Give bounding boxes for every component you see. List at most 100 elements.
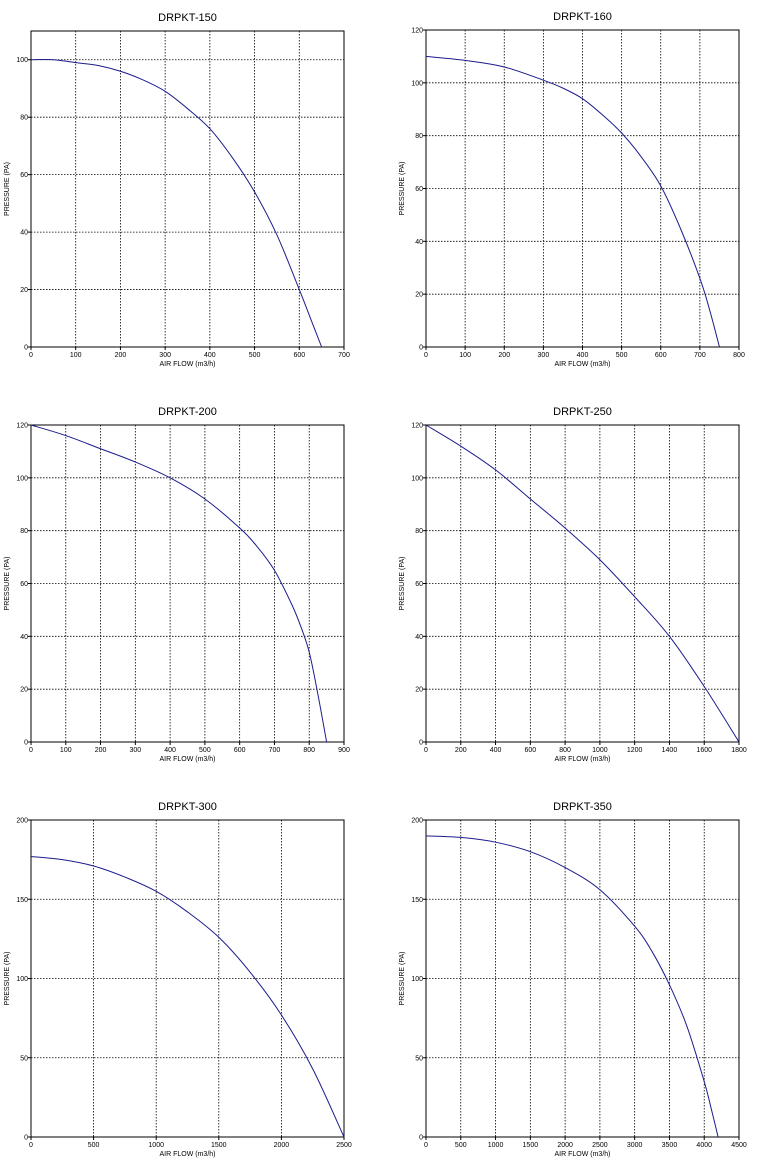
y-axis-label: PRESSURE (PA) (399, 557, 406, 611)
x-tick-label: 4500 (731, 1142, 747, 1149)
x-tick-label: 800 (303, 747, 315, 754)
y-tick-label: 20 (20, 687, 28, 694)
x-axis-label: AIR FLOW (m3/h) (159, 361, 215, 368)
x-tick-label: 300 (159, 352, 171, 359)
x-tick-label: 300 (129, 747, 141, 754)
x-tick-label: 0 (424, 1142, 428, 1149)
x-tick-label: 500 (249, 352, 261, 359)
x-tick-label: 500 (455, 1142, 467, 1149)
y-tick-label: 150 (411, 897, 423, 904)
x-tick-label: 3500 (662, 1142, 678, 1149)
x-tick-label: 500 (616, 352, 628, 359)
x-tick-label: 400 (490, 747, 502, 754)
y-tick-label: 60 (20, 581, 28, 588)
plot-frame (30, 30, 345, 348)
x-tick-label: 1000 (592, 747, 608, 754)
y-tick-label: 100 (411, 976, 423, 983)
chart-3: 0 100 200 300 400 500 600 700 800 900 0 20 40 60 80 100… (4, 406, 350, 763)
y-tick-label: 0 (419, 740, 423, 747)
x-tick-label: 700 (694, 352, 706, 359)
y-tick-label: 50 (415, 1055, 423, 1062)
x-tick-label: 500 (88, 1142, 100, 1149)
chart-title: DRPKT-200 (158, 406, 217, 418)
x-tick-label: 0 (424, 747, 428, 754)
y-tick-label: 60 (415, 186, 423, 193)
x-tick-label: 600 (655, 352, 667, 359)
x-tick-label: 0 (424, 352, 428, 359)
x-tick-label: 2000 (557, 1142, 573, 1149)
y-tick-label: 80 (415, 133, 423, 140)
y-tick-label: 20 (415, 292, 423, 299)
x-tick-label: 1000 (148, 1142, 164, 1149)
y-tick-label: 150 (16, 897, 28, 904)
series-line (30, 424, 328, 743)
x-tick-label: 800 (559, 747, 571, 754)
x-tick-label: 200 (498, 352, 510, 359)
x-tick-label: 1500 (211, 1142, 227, 1149)
y-tick-label: 200 (411, 818, 423, 825)
x-tick-label: 600 (524, 747, 536, 754)
chart-6: 0 500 1000 1500 2000 2500 3000 3500 4000 4500 0 50 1… (399, 801, 747, 1158)
x-tick-label: 500 (199, 747, 211, 754)
y-tick-label: 80 (20, 528, 28, 535)
x-tick-label: 1200 (627, 747, 643, 754)
x-tick-label: 300 (538, 352, 550, 359)
y-tick-label: 40 (415, 634, 423, 641)
x-tick-label: 700 (269, 747, 281, 754)
y-tick-label: 40 (20, 634, 28, 641)
x-tick-label: 200 (115, 352, 127, 359)
y-axis-label: PRESSURE (PA) (399, 952, 406, 1006)
y-tick-label: 40 (415, 239, 423, 246)
y-tick-label: 100 (16, 976, 28, 983)
x-tick-label: 900 (338, 747, 350, 754)
x-axis-label: AIR FLOW (m3/h) (554, 756, 610, 763)
y-tick-label: 120 (411, 423, 423, 430)
y-tick-label: 100 (411, 475, 423, 482)
x-tick-label: 1600 (696, 747, 712, 754)
y-tick-label: 100 (16, 57, 28, 64)
y-tick-label: 0 (419, 345, 423, 352)
x-tick-label: 1000 (488, 1142, 504, 1149)
x-axis-label: AIR FLOW (m3/h) (159, 756, 215, 763)
x-tick-label: 100 (60, 747, 72, 754)
y-axis-label: PRESSURE (PA) (4, 162, 11, 216)
series-line (425, 55, 720, 348)
series-line (30, 59, 323, 348)
x-axis-label: AIR FLOW (m3/h) (159, 1151, 215, 1158)
x-tick-label: 1500 (523, 1142, 539, 1149)
x-tick-label: 0 (29, 352, 33, 359)
x-tick-label: 2500 (592, 1142, 608, 1149)
y-tick-label: 20 (415, 687, 423, 694)
x-tick-label: 400 (204, 352, 216, 359)
y-tick-label: 80 (20, 115, 28, 122)
series-line (425, 424, 740, 743)
x-tick-label: 600 (234, 747, 246, 754)
y-tick-label: 60 (415, 581, 423, 588)
y-tick-label: 200 (16, 818, 28, 825)
y-tick-label: 40 (20, 230, 28, 237)
y-tick-label: 50 (20, 1055, 28, 1062)
x-tick-label: 200 (455, 747, 467, 754)
y-tick-label: 100 (411, 80, 423, 87)
y-tick-label: 120 (16, 423, 28, 430)
x-tick-label: 2500 (336, 1142, 352, 1149)
x-tick-label: 0 (29, 1142, 33, 1149)
x-tick-label: 400 (164, 747, 176, 754)
x-tick-label: 600 (293, 352, 305, 359)
x-tick-label: 700 (338, 352, 350, 359)
x-axis-label: AIR FLOW (m3/h) (554, 361, 610, 368)
y-tick-label: 120 (411, 28, 423, 35)
y-tick-label: 100 (16, 475, 28, 482)
chart-title: DRPKT-300 (158, 801, 217, 813)
y-axis-label: PRESSURE (PA) (4, 952, 11, 1006)
x-tick-label: 2000 (274, 1142, 290, 1149)
x-tick-label: 200 (95, 747, 107, 754)
x-tick-label: 0 (29, 747, 33, 754)
chart-5: 0 500 1000 1500 2000 2500 0 50 100 150 200 DRPKT-30… (4, 801, 352, 1158)
chart-title: DRPKT-150 (158, 12, 217, 24)
y-tick-label: 20 (20, 287, 28, 294)
y-axis-label: PRESSURE (PA) (399, 162, 406, 216)
y-tick-label: 0 (24, 345, 28, 352)
y-tick-label: 80 (415, 528, 423, 535)
y-tick-label: 60 (20, 172, 28, 179)
